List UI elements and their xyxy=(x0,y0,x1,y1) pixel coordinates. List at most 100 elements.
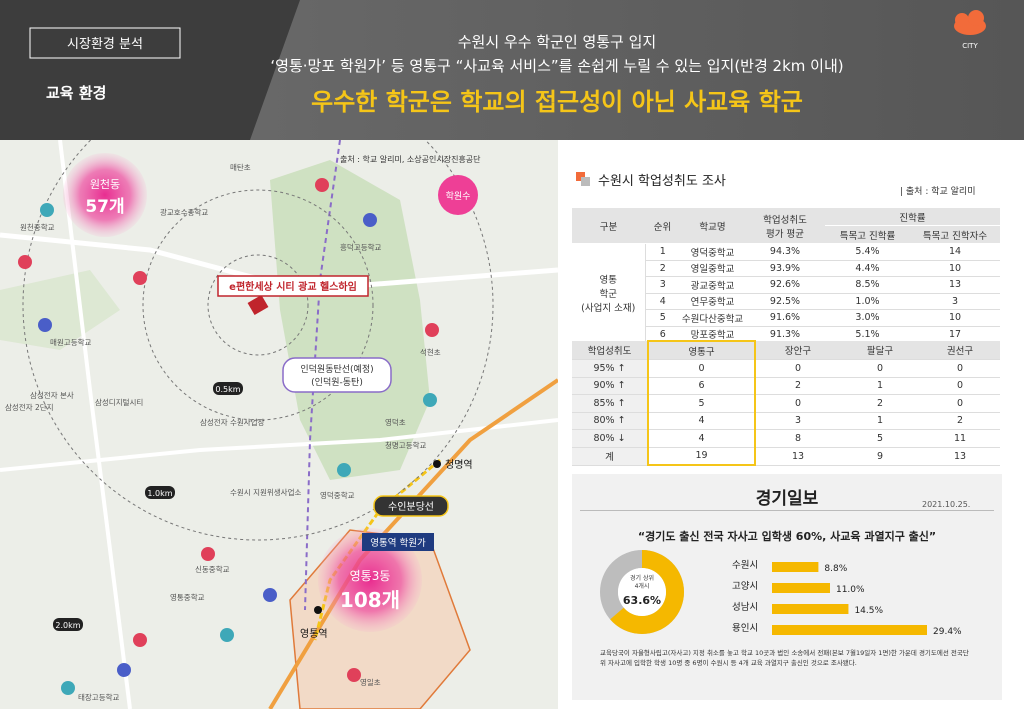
header: 시장환경 분석 교육 환경 수원시 우수 학군인 영통구 입지 ‘영통·망포 학… xyxy=(0,0,1024,140)
cell: 93.9% xyxy=(745,260,825,277)
donut-label: 경기 상위 xyxy=(630,574,654,582)
map-label: 매탄초 xyxy=(230,162,251,172)
header-cell: 순위 xyxy=(645,208,680,244)
cell: 1 xyxy=(645,243,680,261)
cell: 4.4% xyxy=(825,260,910,277)
map-label: 수원시 지원위생사업소 xyxy=(230,487,301,497)
subtitle-line: 수원시 우수 학군인 영통구 입지 xyxy=(458,33,656,51)
cell: 11 xyxy=(920,429,1000,448)
donut-hole xyxy=(618,568,666,616)
bar xyxy=(772,562,819,572)
header-cell: 장안구 xyxy=(755,341,840,360)
map-label: 원천중학교 xyxy=(20,222,55,232)
cell: 13 xyxy=(920,447,1000,466)
header-cell: 학교명 xyxy=(680,208,745,244)
bar-label: 용인시 xyxy=(732,623,758,634)
cell: 19 xyxy=(647,447,756,466)
map-label: 삼성전자 본사 xyxy=(30,390,74,400)
ring-label: 0.5km xyxy=(215,385,240,394)
header-cell: 권선구 xyxy=(920,341,1000,360)
table-title: 수원시 학업성취도 조사 xyxy=(598,174,726,189)
line-label: (인덕원-동탄) xyxy=(311,377,363,388)
bar-value: 29.4% xyxy=(933,627,962,637)
header-text: 평가 평균 xyxy=(766,228,804,240)
cell: 10 xyxy=(910,309,1001,327)
cell: 수원다산중학교 xyxy=(680,309,745,327)
title-icon xyxy=(576,172,590,186)
map-label: 영덕초 xyxy=(385,417,406,427)
school-table: 구분 순위 학교명 학업성취도 평가 평균 진학률 특목고 진학률 특목고 진학자수 영통 학군(… xyxy=(572,208,1001,343)
cell: 91.6% xyxy=(745,309,825,327)
row: 계 19 13 9 13 xyxy=(572,447,1000,466)
cell: 0 xyxy=(920,394,1000,413)
bar xyxy=(772,625,927,635)
cell: 2 xyxy=(645,260,680,277)
cell: 0 xyxy=(755,394,840,413)
station: 청명역 xyxy=(445,459,473,471)
subway-label: 수인분당선 xyxy=(388,501,434,513)
table-source: | 출처 : 학교 알리미 xyxy=(900,187,976,197)
map-label: 삼성전자 수원사업장 xyxy=(200,417,265,427)
header-cell: 진학률 xyxy=(825,208,1001,226)
group-text: (사업지 소재) xyxy=(581,303,636,314)
cell: 94.3% xyxy=(745,243,825,261)
cell: 2 xyxy=(755,377,840,395)
ring-label: 1.0km xyxy=(147,489,172,498)
cell: 3 xyxy=(910,293,1001,310)
cell: 4 xyxy=(645,293,680,310)
bar-value: 11.0% xyxy=(836,585,865,595)
donut-arc xyxy=(600,550,684,634)
cell: 10 xyxy=(910,260,1001,277)
cell: 80% ↑ xyxy=(572,412,648,430)
cell: 영일중학교 xyxy=(680,260,745,277)
bar xyxy=(772,583,830,593)
map: 매원고등학교 삼성전자 2단지 삼성전자 본사 삼성디지털시티 흥덕고등학교 청… xyxy=(0,140,558,709)
news-footnote: 교육당국이 자율형사립고(자사고) 지정 취소를 놓고 학교 10곳과 법인 소… xyxy=(600,649,969,667)
header-text: 학업성취도 xyxy=(763,214,807,226)
bubble-area: 원천동 xyxy=(90,177,120,191)
bar-label: 성남시 xyxy=(732,602,758,613)
cell: 광교중학교 xyxy=(680,276,745,294)
cell: 4 xyxy=(647,412,756,430)
cell: 계 xyxy=(572,447,648,466)
cell: 0 xyxy=(840,359,920,378)
bubble-area: 영통3동 xyxy=(350,569,391,583)
cell: 14 xyxy=(910,243,1001,261)
district-table: 학업성취도 영통구 장안구 팔달구 권선구 95% ↑ 0 0 0 0 90% ↑ 6 2 1 0 85% ↑… xyxy=(572,340,1000,466)
cell: 0 xyxy=(755,359,840,378)
row: 85% ↑ 5 0 2 0 xyxy=(572,394,1000,413)
row: 3 광교중학교 92.6% 8.5% 13 xyxy=(572,276,1001,294)
news-headline: “경기도 출신 전국 자사고 입학생 60%, 사교육 과열지구 출신” xyxy=(637,530,937,543)
bar-value: 8.8% xyxy=(824,564,847,574)
row: 2 영일중학교 93.9% 4.4% 10 xyxy=(572,260,1001,277)
bubble-count: 108개 xyxy=(340,588,400,612)
cell: 2 xyxy=(840,394,920,413)
cell: 3 xyxy=(755,412,840,430)
header-cell: 학업성취도 xyxy=(572,341,648,360)
cell: 8.5% xyxy=(825,276,910,294)
subtitle-line: ‘영통·망포 학원가’ 등 영통구 “사교육 서비스”를 손쉽게 누릴 수 있는… xyxy=(270,57,843,75)
table: 구분 순위 학교명 학업성취도 평가 평균 진학률 특목고 진학률 특목고 진학자수 영통 학군(… xyxy=(572,208,1001,343)
row: 90% ↑ 6 2 1 0 xyxy=(572,377,1000,395)
row: 80% ↑ 4 3 1 2 xyxy=(572,412,1000,430)
line-label: 인덕원동탄선(예정) xyxy=(300,364,373,375)
cell: 0 xyxy=(920,359,1000,378)
cell: 4 xyxy=(647,429,756,448)
map-label: 삼성디지털시티 xyxy=(95,397,143,407)
news-paper: 경기일보 xyxy=(755,489,819,509)
cell: 5 xyxy=(645,309,680,327)
header-cell: 팔달구 xyxy=(840,341,920,360)
tag: 시장환경 분석 xyxy=(67,37,143,52)
map-label: 영덕중학교 xyxy=(320,490,355,500)
section: 교육 환경 xyxy=(46,84,106,102)
cell: 0 xyxy=(647,359,756,378)
donut-value: 63.6% xyxy=(623,594,661,607)
headline: 우수한 학군은 학교의 접근성이 아닌 사교육 학군 xyxy=(311,88,803,116)
cell: 95% ↑ xyxy=(572,359,648,378)
map-label: 태장고등학교 xyxy=(78,692,119,702)
map-label: 영일초 xyxy=(360,677,381,687)
bar xyxy=(772,604,849,614)
cell: 80% ↓ xyxy=(572,429,648,448)
header-cell: 특목고 진학자수 xyxy=(910,225,1001,244)
cell: 85% ↑ xyxy=(572,394,648,413)
